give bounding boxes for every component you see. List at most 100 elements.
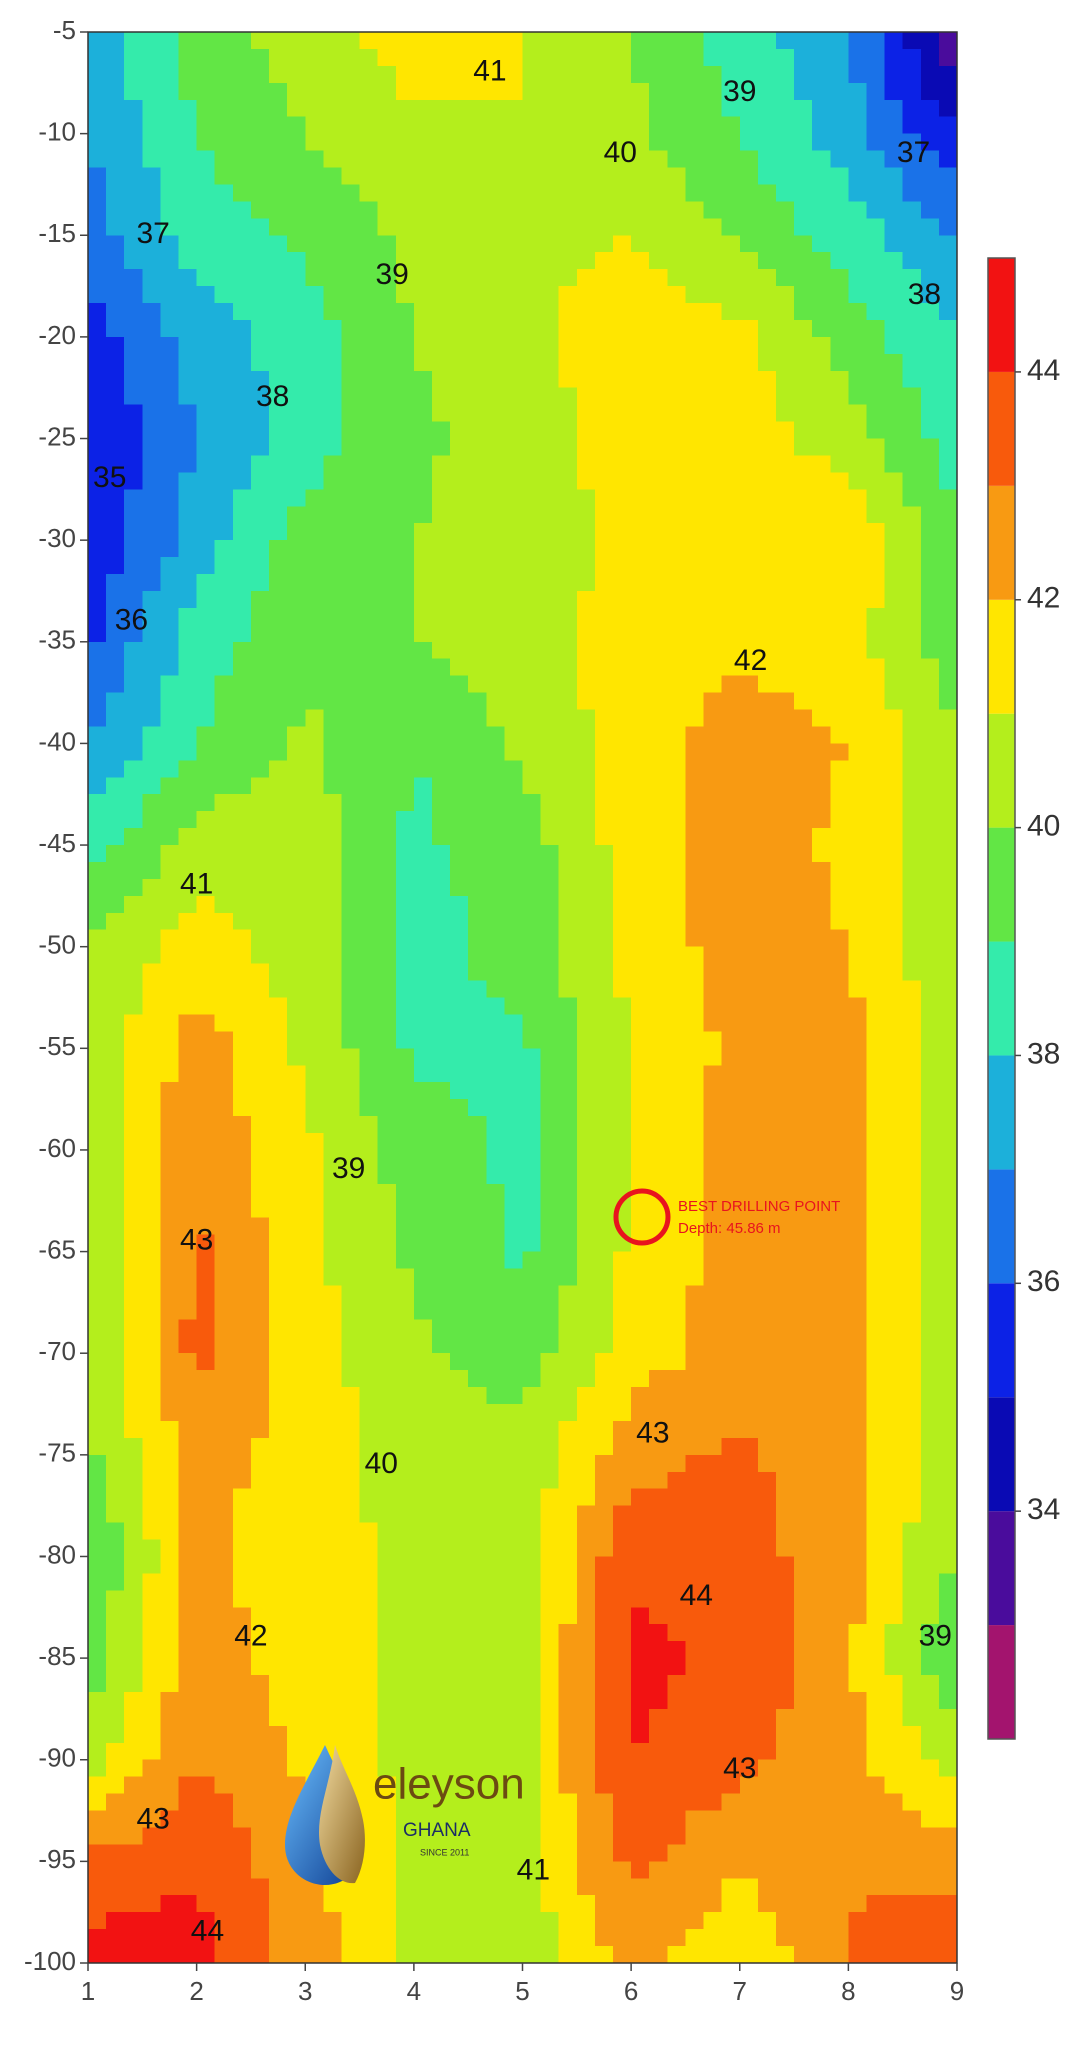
contour-cell <box>902 929 922 948</box>
contour-cell <box>866 1641 886 1659</box>
contour-cell <box>649 1573 668 1591</box>
contour-cell <box>359 472 379 490</box>
contour-cell <box>594 523 614 541</box>
contour-cell <box>431 1725 451 1744</box>
contour-cell <box>721 1217 741 1236</box>
contour-cell <box>631 336 650 355</box>
contour-cell <box>830 252 849 270</box>
contour-cell <box>884 574 904 592</box>
contour-cell <box>576 1014 596 1032</box>
contour-cell <box>377 286 397 304</box>
contour-cell <box>305 269 324 287</box>
contour-cell <box>902 794 922 812</box>
contour-cell <box>106 1539 125 1558</box>
contour-cell <box>703 1539 723 1558</box>
contour-cell <box>613 1014 632 1032</box>
contour-cell <box>721 1065 741 1083</box>
contour-cell <box>359 1370 379 1388</box>
contour-cell <box>522 1471 542 1490</box>
contour-cell <box>486 1404 505 1422</box>
contour-cell <box>323 506 343 524</box>
contour-cell <box>160 1607 180 1625</box>
contour-cell <box>884 1149 904 1168</box>
contour-cell <box>124 48 143 67</box>
contour-cell <box>142 1471 162 1490</box>
contour-cell <box>775 1488 795 1507</box>
contour-cell <box>124 1065 143 1083</box>
contour-cell <box>486 1556 505 1575</box>
contour-cell <box>649 235 668 253</box>
contour-cell <box>504 1488 524 1507</box>
contour-cell <box>649 438 668 457</box>
contour-cell <box>649 489 668 507</box>
contour-cell <box>124 861 143 880</box>
contour-cell <box>685 1065 705 1083</box>
contour-cell <box>341 1014 361 1032</box>
contour-cell <box>938 760 958 778</box>
contour-cell <box>594 1742 614 1761</box>
contour-cell <box>594 1573 614 1591</box>
contour-cell <box>866 861 886 880</box>
contour-cell <box>450 1082 469 1100</box>
contour-cell <box>413 99 433 118</box>
contour-cell <box>305 590 324 609</box>
contour-cell <box>323 777 343 795</box>
contour-cell <box>486 235 505 253</box>
contour-cell <box>649 218 668 236</box>
contour-cell <box>703 557 723 575</box>
contour-cell <box>232 150 252 169</box>
contour-cell <box>232 167 252 186</box>
contour-cell <box>812 1658 831 1676</box>
contour-cell <box>558 1200 578 1219</box>
contour-cell <box>576 574 596 592</box>
contour-cell <box>395 760 415 778</box>
contour-cell <box>323 1166 343 1185</box>
contour-cell <box>848 1387 868 1405</box>
contour-cell <box>794 675 813 694</box>
contour-cell <box>685 32 705 50</box>
contour-cell <box>106 1759 125 1778</box>
contour-cell <box>486 116 505 135</box>
contour-cell <box>920 1590 940 1608</box>
contour-cell <box>938 743 958 761</box>
contour-cell <box>884 692 904 711</box>
contour-cell <box>450 1675 469 1693</box>
contour-cell <box>232 624 252 643</box>
contour-cell <box>794 1573 813 1591</box>
contour-cell <box>920 1708 940 1727</box>
contour-cell <box>775 895 795 914</box>
contour-cell <box>468 455 487 474</box>
contour-cell <box>558 912 578 931</box>
contour-cell <box>775 777 795 795</box>
contour-cell <box>395 387 415 406</box>
contour-cell <box>938 336 958 355</box>
contour-cell <box>160 912 180 931</box>
contour-cell <box>794 116 813 135</box>
contour-cell <box>558 1522 578 1541</box>
contour-cell <box>124 370 143 389</box>
contour-cell <box>106 1285 125 1303</box>
contour-cell <box>938 878 958 897</box>
contour-cell <box>88 32 107 50</box>
contour-cell <box>757 116 777 135</box>
contour-cell <box>395 1522 415 1541</box>
contour-cell <box>359 1488 379 1507</box>
contour-cell <box>631 1302 650 1320</box>
contour-cell <box>649 99 668 118</box>
contour-cell <box>431 99 451 118</box>
contour-cell <box>359 1742 379 1761</box>
contour-cell <box>232 506 252 524</box>
contour-cell <box>558 1166 578 1185</box>
contour-cell <box>812 1742 831 1761</box>
contour-cell <box>721 201 741 219</box>
contour-cell <box>576 997 596 1016</box>
contour-cell <box>920 303 940 321</box>
contour-cell <box>106 1200 125 1219</box>
contour-cell <box>830 1488 849 1507</box>
contour-cell <box>196 624 216 643</box>
contour-cell <box>830 590 849 609</box>
contour-cell <box>667 455 687 474</box>
contour-cell <box>88 1607 107 1625</box>
contour-cell <box>341 1404 361 1422</box>
